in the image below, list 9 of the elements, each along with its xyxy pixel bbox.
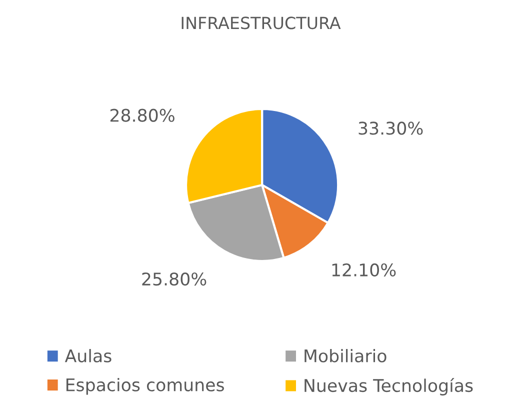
legend-label: Nuevas Tecnologías — [304, 378, 473, 396]
legend-label: Aulas — [64, 348, 112, 362]
legend-label: Espacios comunes — [66, 378, 224, 395]
data-label: 28.80% — [110, 108, 174, 122]
data-label: 33.30% — [358, 122, 423, 135]
chart-title: INFRAESTRUCTURA — [182, 16, 341, 30]
data-label: 12.10% — [332, 263, 396, 276]
legend-label: Mobiliario — [304, 348, 386, 362]
data-label: 25.80% — [142, 272, 206, 286]
